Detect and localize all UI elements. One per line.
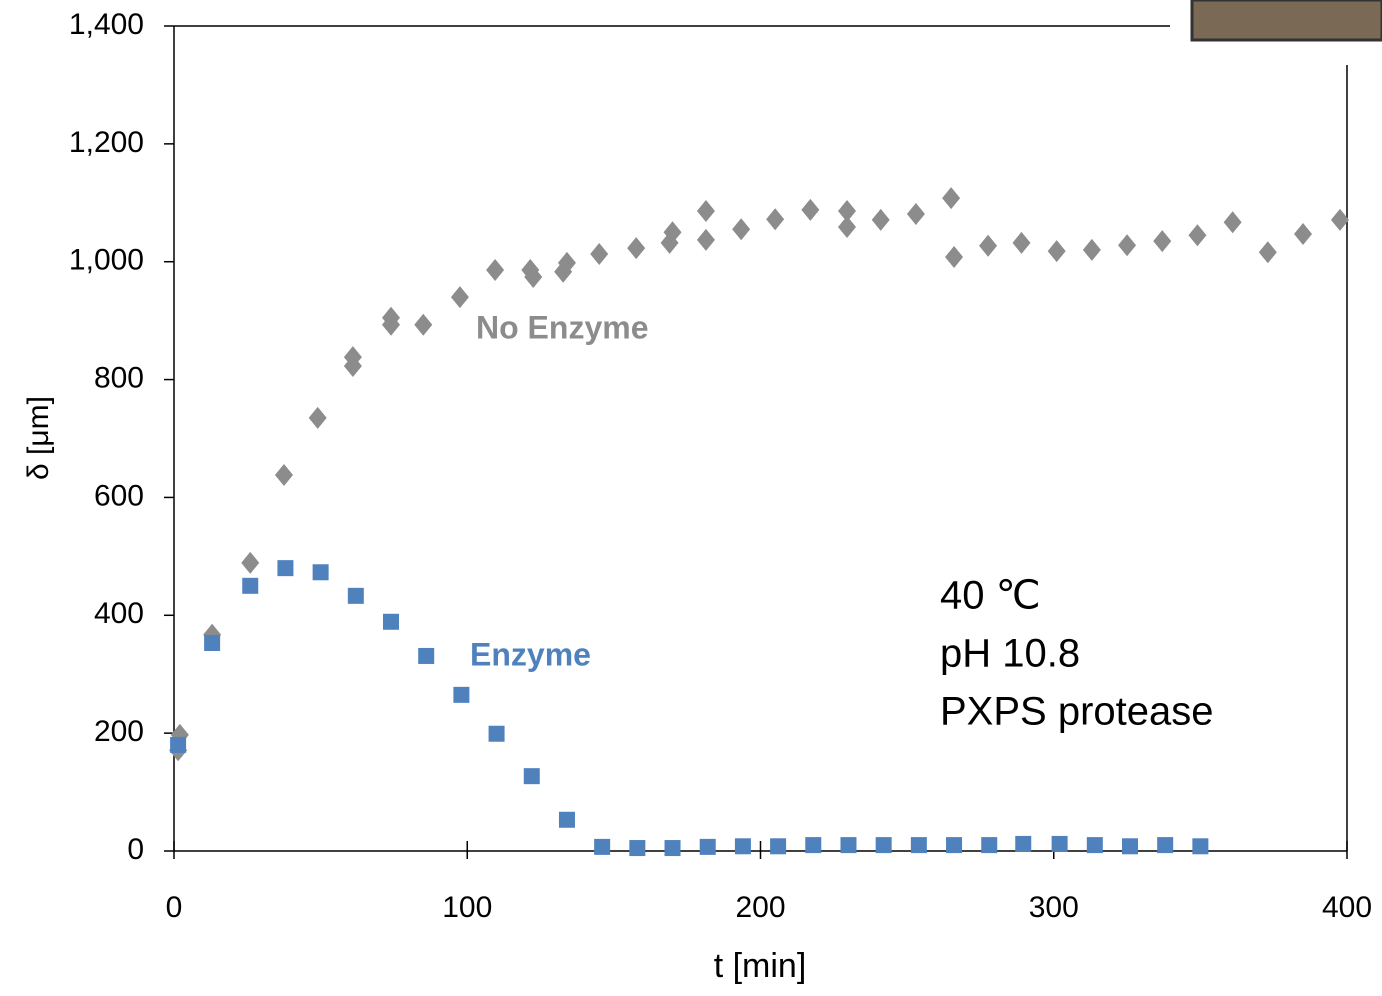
data-point [557,251,576,274]
data-point [558,811,575,828]
data-point [1188,224,1207,247]
data-point [277,560,294,577]
data-point [418,647,435,664]
data-point [627,237,646,260]
data-point [274,464,293,487]
x-axis-label: t [min] [714,947,807,985]
data-point [1153,230,1172,253]
data-point [1157,837,1174,854]
x-tick-label: 400 [1322,891,1372,924]
series-label: Enzyme [470,636,591,672]
data-point [1086,837,1103,854]
y-tick-label: 1,200 [69,126,144,159]
data-point [414,313,433,336]
data-point [699,838,716,855]
y-tick-label: 800 [94,361,144,394]
data-point [906,202,925,225]
data-point [945,246,964,268]
data-point [732,218,751,241]
y-tick-label: 1,400 [69,8,144,41]
data-point [1121,838,1138,855]
data-point [1047,240,1066,263]
data-point [1294,223,1313,246]
data-point [1082,238,1101,261]
y-tick-label: 600 [94,479,144,512]
data-point [696,200,715,223]
data-point [664,840,681,857]
data-point [696,228,715,251]
data-point [734,838,751,855]
data-point [805,837,822,854]
data-point [343,346,362,369]
data-point [488,725,505,742]
x-tick-label: 300 [1029,891,1079,924]
data-point [450,286,469,309]
data-point [871,208,890,231]
data-point [523,768,540,785]
data-point [1015,835,1032,852]
series-label: No Enzyme [476,309,648,345]
data-point [524,266,543,289]
data-point [1330,208,1349,231]
data-point [590,243,609,266]
data-point [1258,241,1277,264]
data-point [204,634,221,651]
data-point [594,838,611,855]
data-point [770,838,787,855]
y-axis-label: δ [μm] [22,396,55,480]
data-point [766,208,785,231]
x-tick-label: 0 [166,891,183,924]
data-point [453,686,470,703]
x-tick-label: 200 [735,891,785,924]
data-point [946,837,963,854]
annotation: pH 10.8 [940,632,1080,676]
data-point [1223,211,1242,234]
data-point [312,564,329,581]
data-point [347,587,364,604]
data-point [1051,835,1068,852]
photo-inset [1190,0,1382,42]
data-point [308,406,327,429]
data-point [1012,231,1031,254]
y-tick-label: 1,000 [69,244,144,277]
data-point [629,840,646,857]
data-point [838,200,857,223]
data-point [981,837,998,854]
data-point [382,313,401,336]
data-point [840,837,857,854]
data-point [383,613,400,630]
y-tick-label: 0 [127,833,144,866]
data-point [170,736,187,753]
data-point [1118,234,1137,257]
data-point [979,234,998,257]
data-point [910,837,927,854]
y-tick-label: 200 [94,715,144,748]
data-point [875,837,892,854]
y-tick-label: 400 [94,597,144,630]
data-point [801,198,820,221]
data-point [838,215,857,238]
annotation: PXPS protease [940,690,1214,734]
x-tick-label: 100 [442,891,492,924]
data-point [486,258,505,281]
annotation: 40 ℃ [940,574,1041,618]
data-point [1192,838,1209,855]
data-point [663,221,682,244]
data-point [242,577,259,594]
data-point [942,187,961,210]
data-point [241,551,260,574]
